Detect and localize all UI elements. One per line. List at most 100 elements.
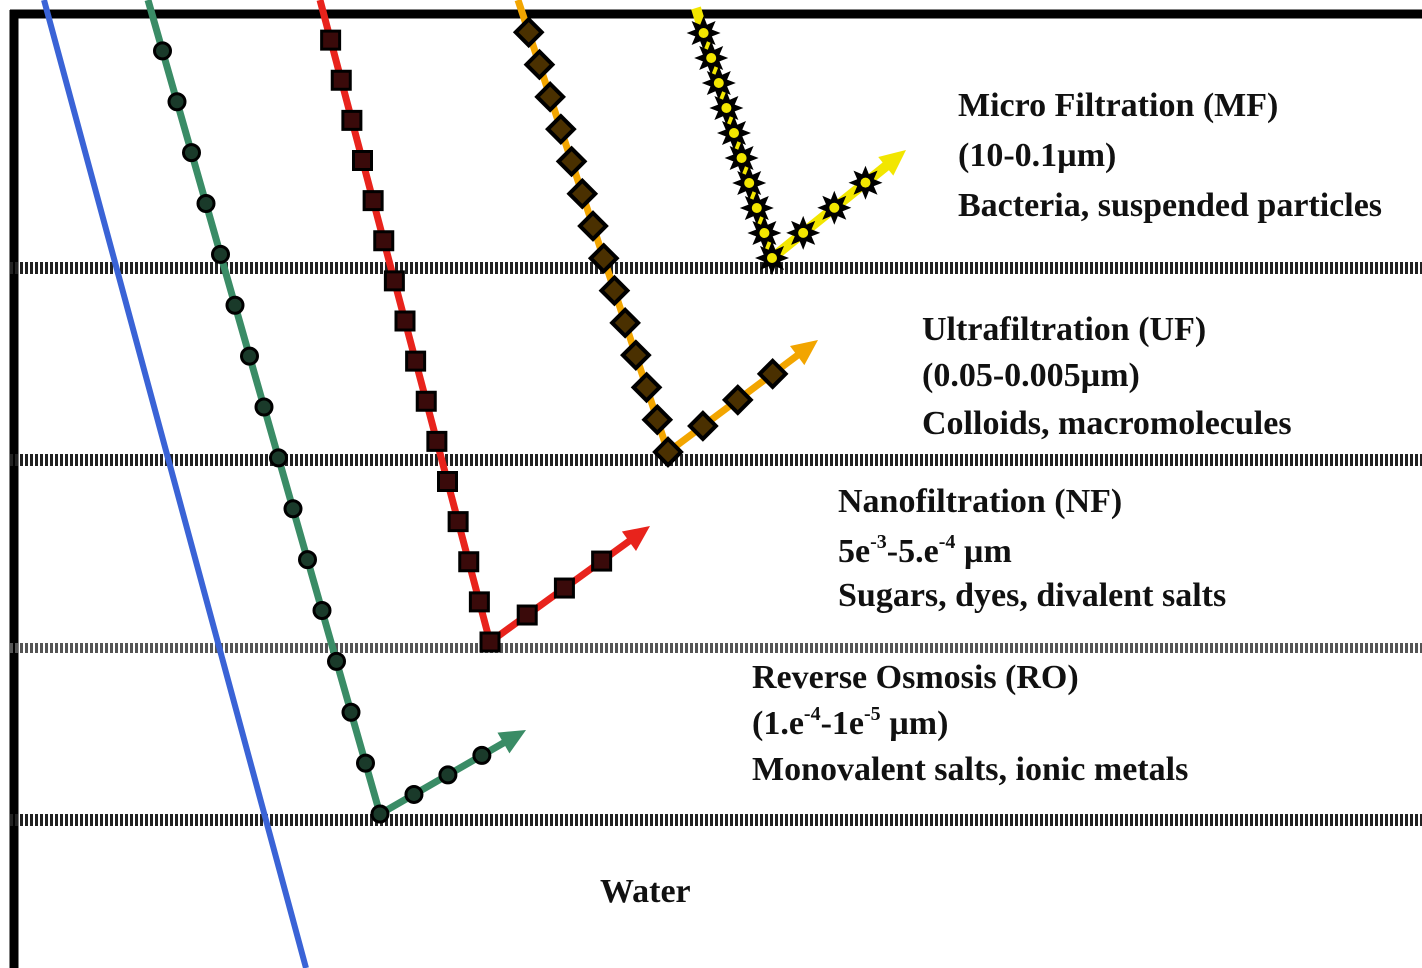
nf-marker — [352, 150, 373, 171]
mf-retains: Bacteria, suspended particles — [958, 187, 1382, 224]
nf-marker — [426, 430, 448, 452]
nf-range: 5e-3-5.e-4 µm — [838, 531, 1012, 570]
mf-marker-core — [736, 153, 747, 163]
nf-marker — [447, 511, 469, 533]
nf-marker — [405, 350, 427, 372]
ro-marker — [182, 143, 201, 163]
nf-marker — [362, 190, 384, 212]
uf-marker — [641, 403, 674, 436]
ro-marker — [254, 397, 274, 417]
ro-marker — [312, 601, 332, 620]
ro-arrow-head — [497, 730, 526, 754]
mf-marker — [848, 165, 883, 200]
uf-arrow-head — [789, 340, 818, 366]
mf-marker-core — [751, 203, 762, 213]
particle-paths — [41, 0, 906, 968]
uf-marker — [609, 307, 641, 339]
ro-marker — [269, 448, 288, 468]
uf-name: Ultrafiltration (UF) — [922, 311, 1206, 348]
uf-marker — [577, 210, 609, 242]
ro-range-sep: -1e — [821, 705, 864, 742]
nf-arrow-head — [621, 526, 650, 551]
ro-name: Reverse Osmosis (RO) — [752, 659, 1079, 696]
ro-marker — [153, 41, 172, 61]
ro-marker — [472, 745, 492, 765]
nf-range-sep: -5.e — [887, 533, 939, 570]
nf-marker — [591, 550, 613, 572]
nf-marker — [468, 591, 490, 613]
uf-range: (0.05-0.005µm) — [922, 357, 1140, 394]
nf-marker — [458, 551, 480, 573]
mf-marker-core — [860, 177, 871, 188]
nf-marker — [479, 631, 501, 653]
ro-marker — [167, 92, 187, 112]
ro-marker — [341, 702, 361, 722]
uf-marker — [512, 16, 545, 49]
uf-marker — [555, 145, 588, 178]
ro-range: (1.e-4-1e-5 µm) — [752, 703, 948, 742]
uf-marker — [566, 177, 599, 210]
nf-marker — [516, 604, 538, 626]
nf-marker — [437, 471, 458, 492]
uf-marker — [630, 371, 663, 404]
nf-name: Nanofiltration (NF) — [838, 483, 1122, 520]
water-label: Water — [600, 873, 691, 910]
mf-marker-core — [729, 128, 739, 138]
mf-marker — [701, 66, 736, 100]
mf-range: (10-0.1µm) — [958, 137, 1116, 174]
mf-marker-core — [759, 228, 770, 238]
mf-marker — [686, 16, 721, 50]
nf-marker — [330, 69, 352, 91]
ro-marker — [196, 194, 216, 213]
membranes — [10, 262, 1422, 826]
nf-range-exp2: -4 — [939, 531, 956, 553]
uf-marker — [587, 242, 620, 275]
nf-marker — [341, 109, 363, 131]
uf-marker — [687, 410, 719, 442]
mf-marker-core — [713, 78, 724, 88]
ro-range-base: (1.e — [752, 705, 804, 742]
nf-retains: Sugars, dyes, divalent salts — [838, 577, 1226, 614]
mf-marker — [709, 91, 744, 125]
nf-marker — [383, 270, 405, 292]
ro-marker — [211, 244, 230, 264]
ro-range-unit: µm) — [881, 705, 949, 742]
ro-marker — [370, 804, 390, 824]
ro-marker — [404, 784, 424, 804]
uf-marker — [598, 274, 631, 307]
nf-range-unit: µm — [955, 533, 1011, 570]
uf-marker — [523, 48, 556, 81]
ro-marker — [356, 753, 375, 773]
nf-marker — [394, 310, 416, 332]
uf-marker — [534, 81, 566, 113]
mf-marker — [817, 190, 852, 225]
mf-marker-core — [798, 227, 809, 238]
ro-range-exp2: -5 — [864, 703, 881, 725]
nf-range-base: 5e — [838, 533, 870, 570]
mf-marker — [755, 241, 789, 275]
uf-retains: Colloids, macromolecules — [922, 405, 1292, 442]
mf-marker — [747, 216, 782, 250]
ro-retains: Monovalent salts, ionic metals — [752, 751, 1188, 788]
mf-marker-core — [698, 28, 709, 38]
mf-name: Micro Filtration (MF) — [958, 87, 1278, 124]
ro-marker — [438, 765, 458, 785]
nf-marker — [373, 230, 395, 252]
stage-labels: Micro Filtration (MF) (10-0.1µm) Bacteri… — [600, 87, 1382, 910]
uf-marker — [652, 436, 684, 468]
nf-marker — [415, 390, 437, 412]
mf-marker — [786, 215, 821, 250]
ro-marker — [298, 550, 317, 570]
uf-marker — [721, 384, 754, 416]
ro-marker — [283, 499, 303, 519]
nf-marker — [553, 577, 575, 599]
mf-marker — [694, 41, 729, 75]
mf-marker-core — [829, 202, 840, 213]
mf-marker-core — [744, 178, 755, 188]
ro-marker — [240, 346, 259, 366]
mf-marker — [732, 166, 767, 200]
mf-marker-core — [721, 103, 732, 113]
mf-marker-core — [706, 53, 717, 63]
